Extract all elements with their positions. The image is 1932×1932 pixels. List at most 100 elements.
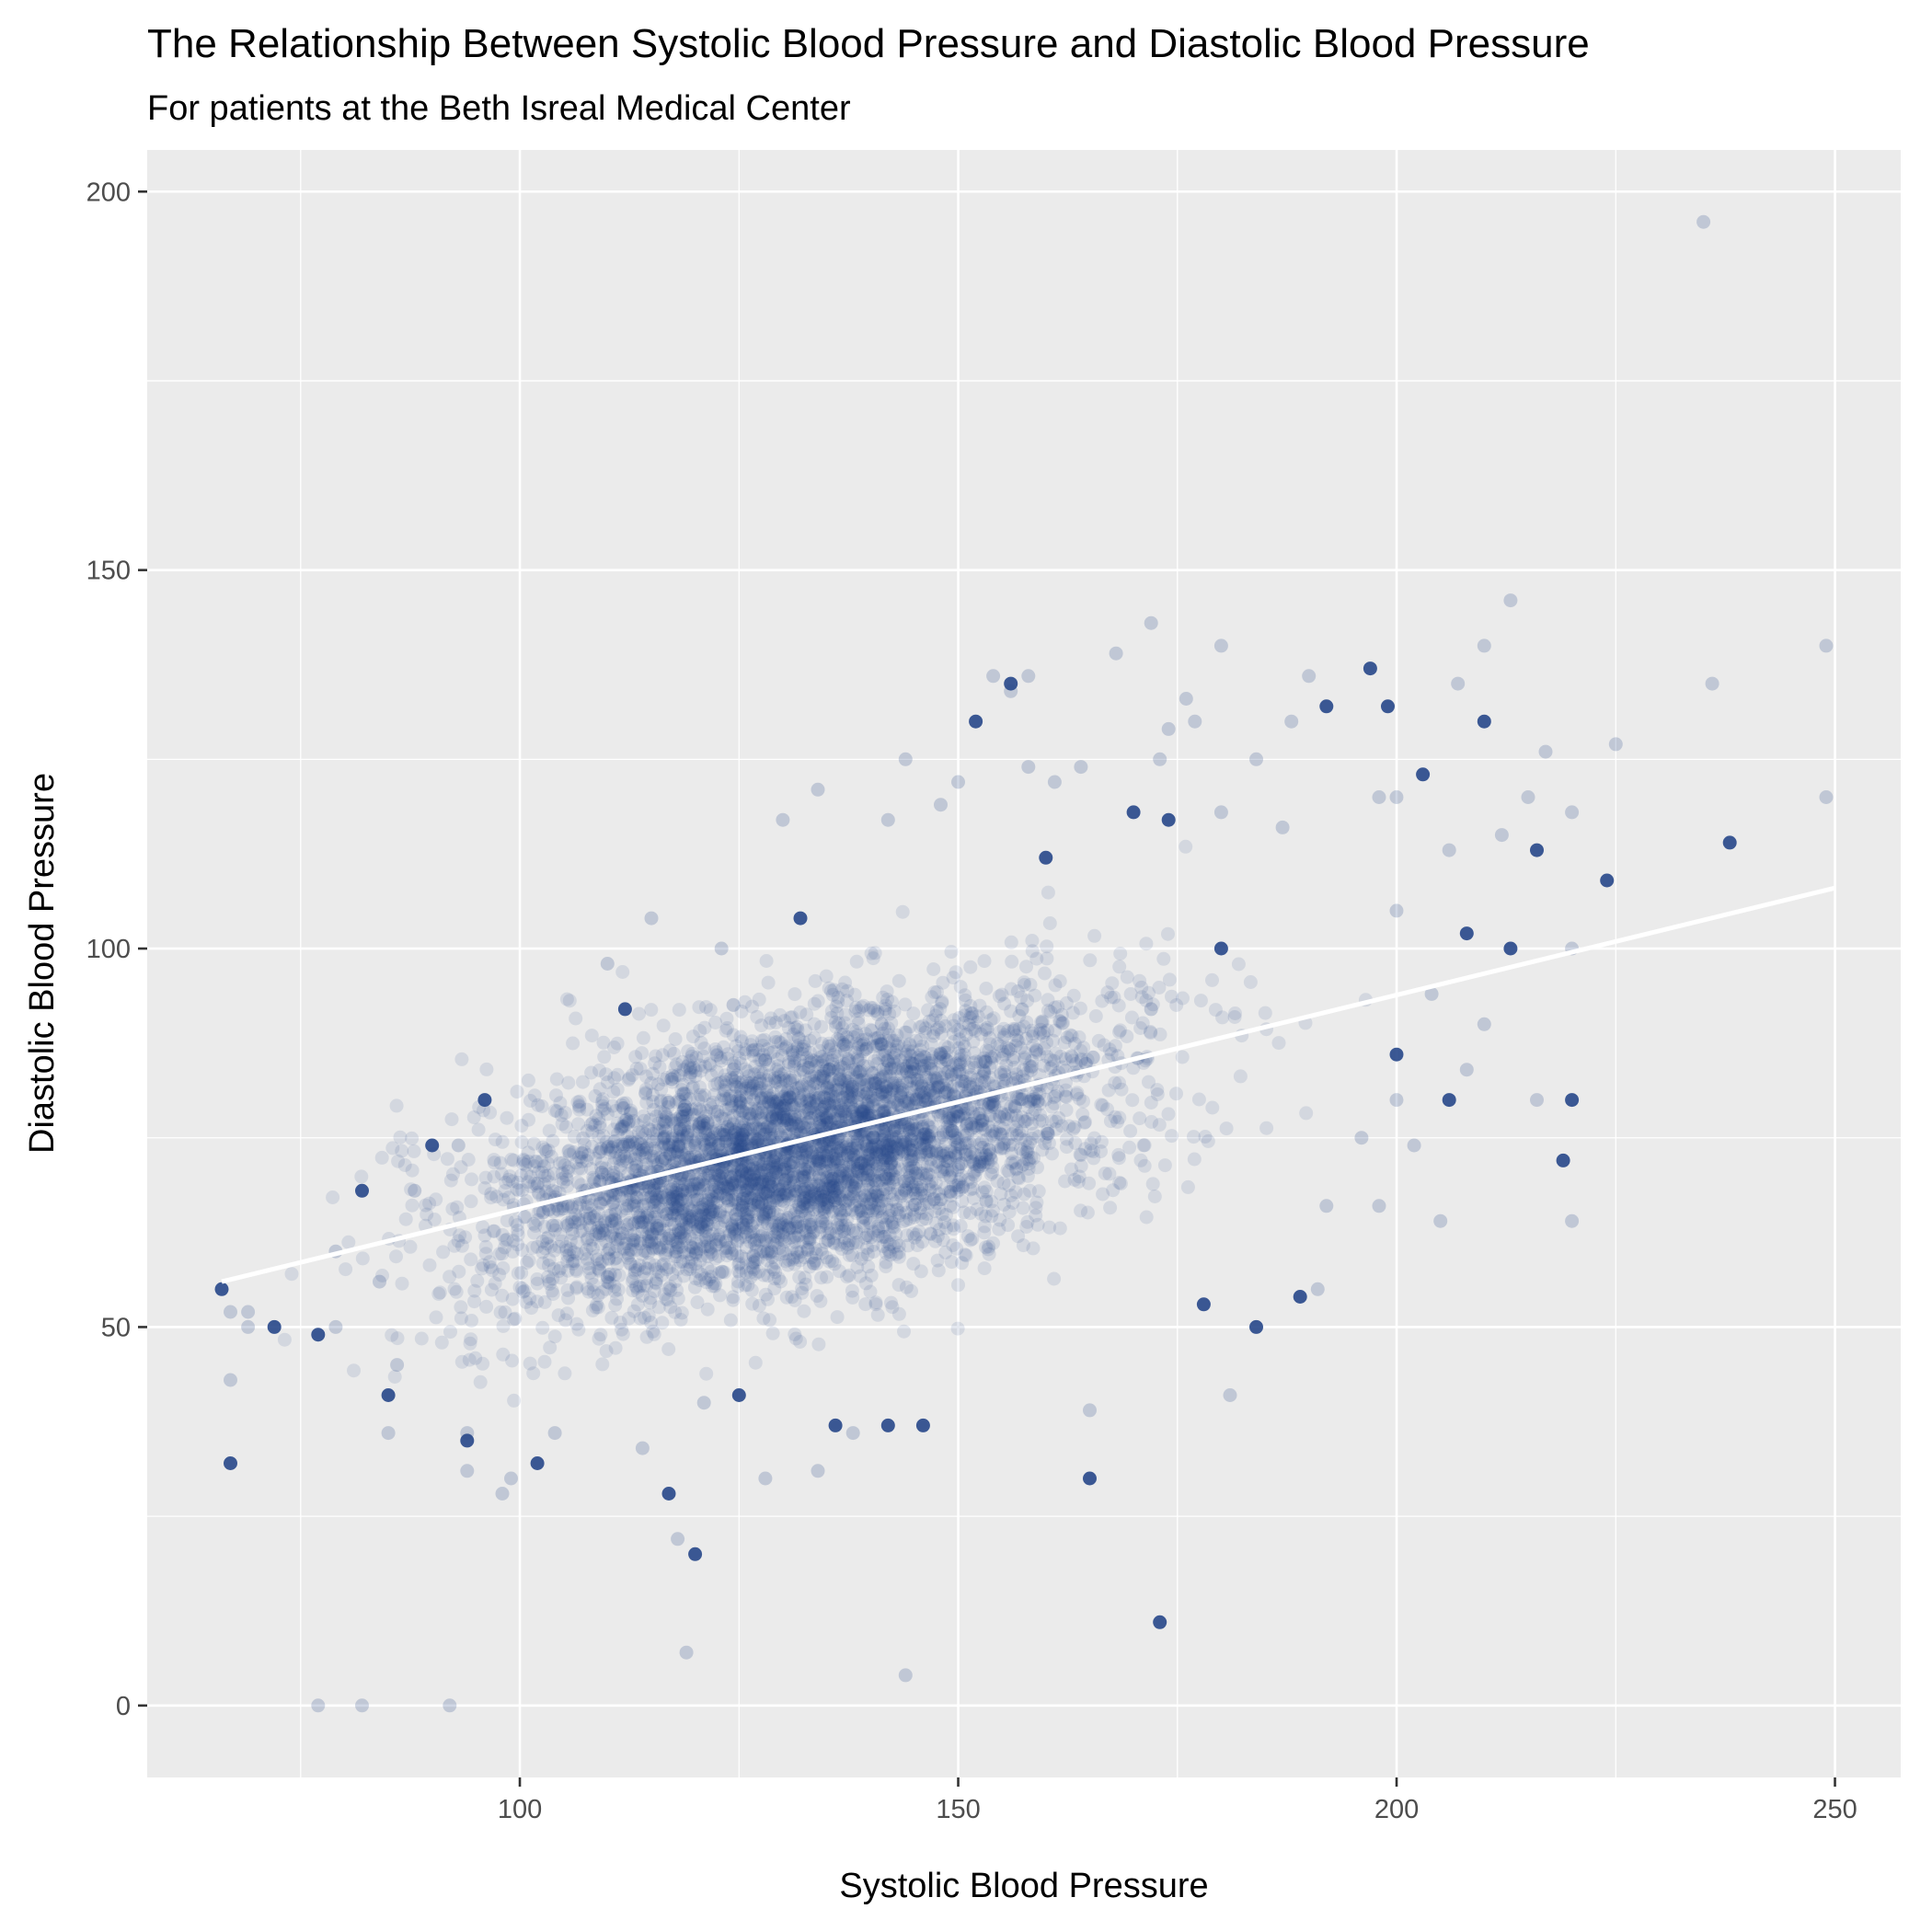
cluster-point xyxy=(1065,1006,1080,1020)
cluster-point xyxy=(765,1110,779,1123)
cluster-point xyxy=(917,1063,932,1077)
cluster-point xyxy=(752,1084,766,1098)
cluster-point xyxy=(644,1003,659,1018)
cluster-point xyxy=(688,1257,703,1271)
cluster-point xyxy=(1125,1093,1140,1108)
cluster-point xyxy=(661,1342,676,1356)
chart-title: The Relationship Between Systolic Blood … xyxy=(147,21,1590,66)
cluster-point xyxy=(799,1194,814,1209)
cluster-point xyxy=(473,1374,488,1389)
cluster-point xyxy=(1191,1092,1206,1107)
cluster-point xyxy=(1110,1049,1125,1064)
cluster-point xyxy=(901,1091,915,1106)
cluster-point xyxy=(940,1155,955,1169)
cluster-point xyxy=(778,1172,793,1187)
cluster-point xyxy=(806,1181,821,1196)
cluster-point xyxy=(799,1179,814,1194)
cluster-point xyxy=(523,1291,537,1305)
cluster-point xyxy=(910,1121,925,1135)
cluster-point xyxy=(661,1243,675,1258)
cluster-point xyxy=(845,1290,860,1305)
cluster-point xyxy=(696,1172,711,1187)
cluster-point xyxy=(711,1229,726,1244)
cluster-point xyxy=(747,1233,762,1248)
cluster-point xyxy=(407,1144,421,1158)
cluster-point xyxy=(479,1299,494,1314)
cluster-point xyxy=(907,1122,922,1137)
cluster-point xyxy=(916,1089,931,1103)
cluster-point xyxy=(860,1086,875,1100)
cluster-point xyxy=(803,1231,818,1246)
cluster-point xyxy=(506,1153,521,1167)
cluster-point xyxy=(628,1050,643,1064)
cluster-point xyxy=(449,1284,464,1299)
cluster-point xyxy=(672,1003,686,1018)
cluster-point xyxy=(993,1213,1007,1227)
cluster-point xyxy=(735,1200,750,1214)
cluster-point xyxy=(1145,1177,1160,1191)
cluster-point xyxy=(819,1190,834,1204)
cluster-point xyxy=(982,1143,996,1157)
cluster-point xyxy=(1002,1178,1017,1192)
cluster-point xyxy=(566,1036,581,1051)
cluster-point xyxy=(1039,1130,1053,1144)
cluster-point xyxy=(747,1164,762,1179)
cluster-point xyxy=(817,1113,831,1128)
cluster-point xyxy=(1022,1183,1037,1198)
cluster-point xyxy=(867,1065,880,1080)
cluster-point xyxy=(554,1271,569,1285)
cluster-point xyxy=(915,1119,930,1133)
cluster-point xyxy=(711,1135,726,1150)
cluster-point xyxy=(635,1145,650,1160)
cluster-point xyxy=(864,1230,879,1245)
cluster-point xyxy=(783,1158,798,1173)
cluster-point xyxy=(947,1013,961,1028)
cluster-point xyxy=(760,1085,775,1099)
cluster-point xyxy=(817,1052,832,1067)
cluster-point xyxy=(545,1283,559,1298)
cluster-point xyxy=(799,1092,813,1107)
cluster-point xyxy=(786,1164,800,1179)
cluster-point xyxy=(864,1140,879,1155)
cluster-point xyxy=(742,1083,757,1098)
cluster-point xyxy=(1059,1075,1073,1089)
cluster-point xyxy=(897,1144,912,1159)
cluster-point xyxy=(1015,1110,1029,1124)
cluster-point xyxy=(484,1282,499,1297)
cluster-point xyxy=(905,1117,920,1132)
cluster-point xyxy=(964,1116,979,1131)
cluster-point xyxy=(505,1292,520,1306)
cluster-point xyxy=(736,1127,751,1142)
cluster-point xyxy=(708,1042,722,1056)
cluster-point xyxy=(673,1255,688,1270)
cluster-point xyxy=(727,1160,741,1175)
cluster-point xyxy=(1032,1097,1047,1111)
cluster-point xyxy=(868,1295,883,1310)
cluster-point xyxy=(792,1219,807,1234)
plot-panel xyxy=(147,150,1901,1777)
cluster-point xyxy=(763,1313,777,1328)
cluster-point xyxy=(862,1147,877,1162)
cluster-point xyxy=(1078,1115,1092,1130)
cluster-point xyxy=(536,1159,551,1174)
cluster-point xyxy=(559,1243,574,1258)
cluster-point xyxy=(864,1153,878,1167)
cluster-point xyxy=(891,973,906,988)
cluster-point xyxy=(471,1122,486,1137)
cluster-point xyxy=(1013,1041,1028,1055)
cluster-point xyxy=(787,1179,801,1193)
cluster-point xyxy=(808,1241,822,1256)
cluster-point xyxy=(976,1064,991,1078)
cluster-point xyxy=(618,1208,633,1223)
cluster-point xyxy=(771,1271,786,1286)
cluster-point xyxy=(747,1255,762,1270)
cluster-point xyxy=(904,1056,919,1071)
cluster-point xyxy=(792,1091,807,1105)
cluster-point xyxy=(1104,990,1119,1005)
cluster-point xyxy=(754,1197,769,1212)
cluster-point xyxy=(747,1067,762,1082)
cluster-point xyxy=(735,1201,750,1214)
cluster-point xyxy=(854,1074,868,1088)
cluster-point xyxy=(759,1151,774,1166)
cluster-point xyxy=(964,1022,979,1037)
